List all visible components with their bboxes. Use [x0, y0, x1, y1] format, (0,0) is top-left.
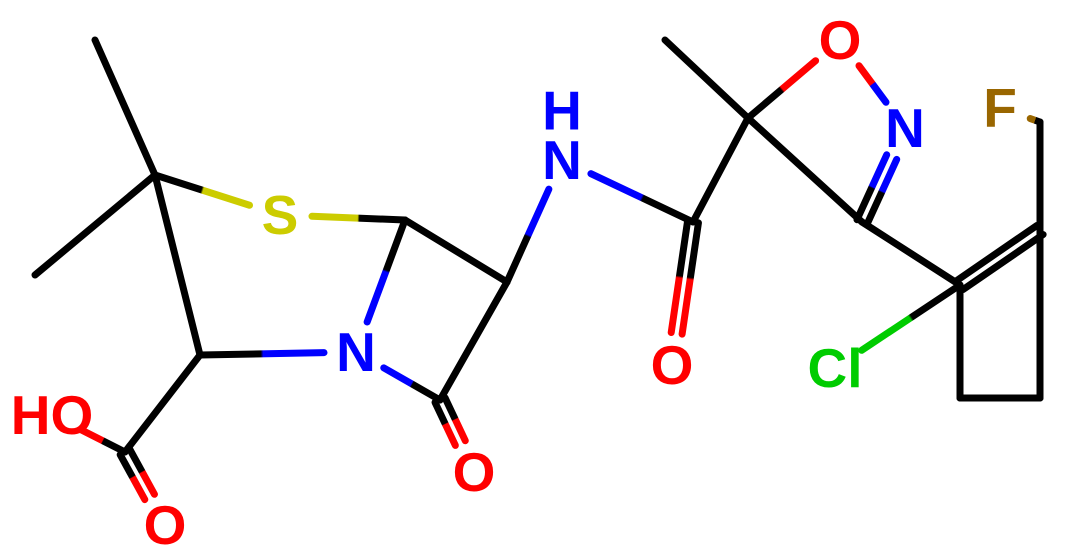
atom-o: HO: [11, 384, 94, 446]
atom-o: O: [819, 9, 862, 71]
atom-f: F: [983, 77, 1017, 139]
atom-s: S: [262, 184, 299, 246]
atom-n: N: [885, 97, 925, 159]
molecule-diagram: SOHONONHOONFCl: [0, 0, 1067, 545]
atom-o: O: [453, 441, 496, 503]
atom-o: O: [651, 334, 694, 396]
atom-h: H: [542, 80, 582, 142]
atom-cl: Cl: [808, 337, 863, 399]
atom-o: O: [144, 494, 187, 545]
atom-n: N: [336, 321, 376, 383]
